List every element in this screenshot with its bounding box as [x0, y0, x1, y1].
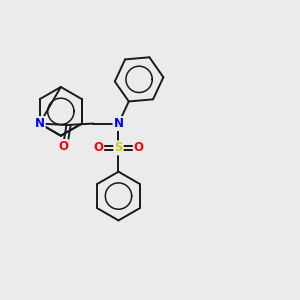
Text: O: O — [93, 141, 103, 154]
Text: S: S — [114, 141, 123, 154]
Text: N: N — [35, 117, 45, 130]
Text: N: N — [113, 117, 124, 130]
Text: O: O — [134, 141, 144, 154]
Text: O: O — [58, 140, 68, 153]
